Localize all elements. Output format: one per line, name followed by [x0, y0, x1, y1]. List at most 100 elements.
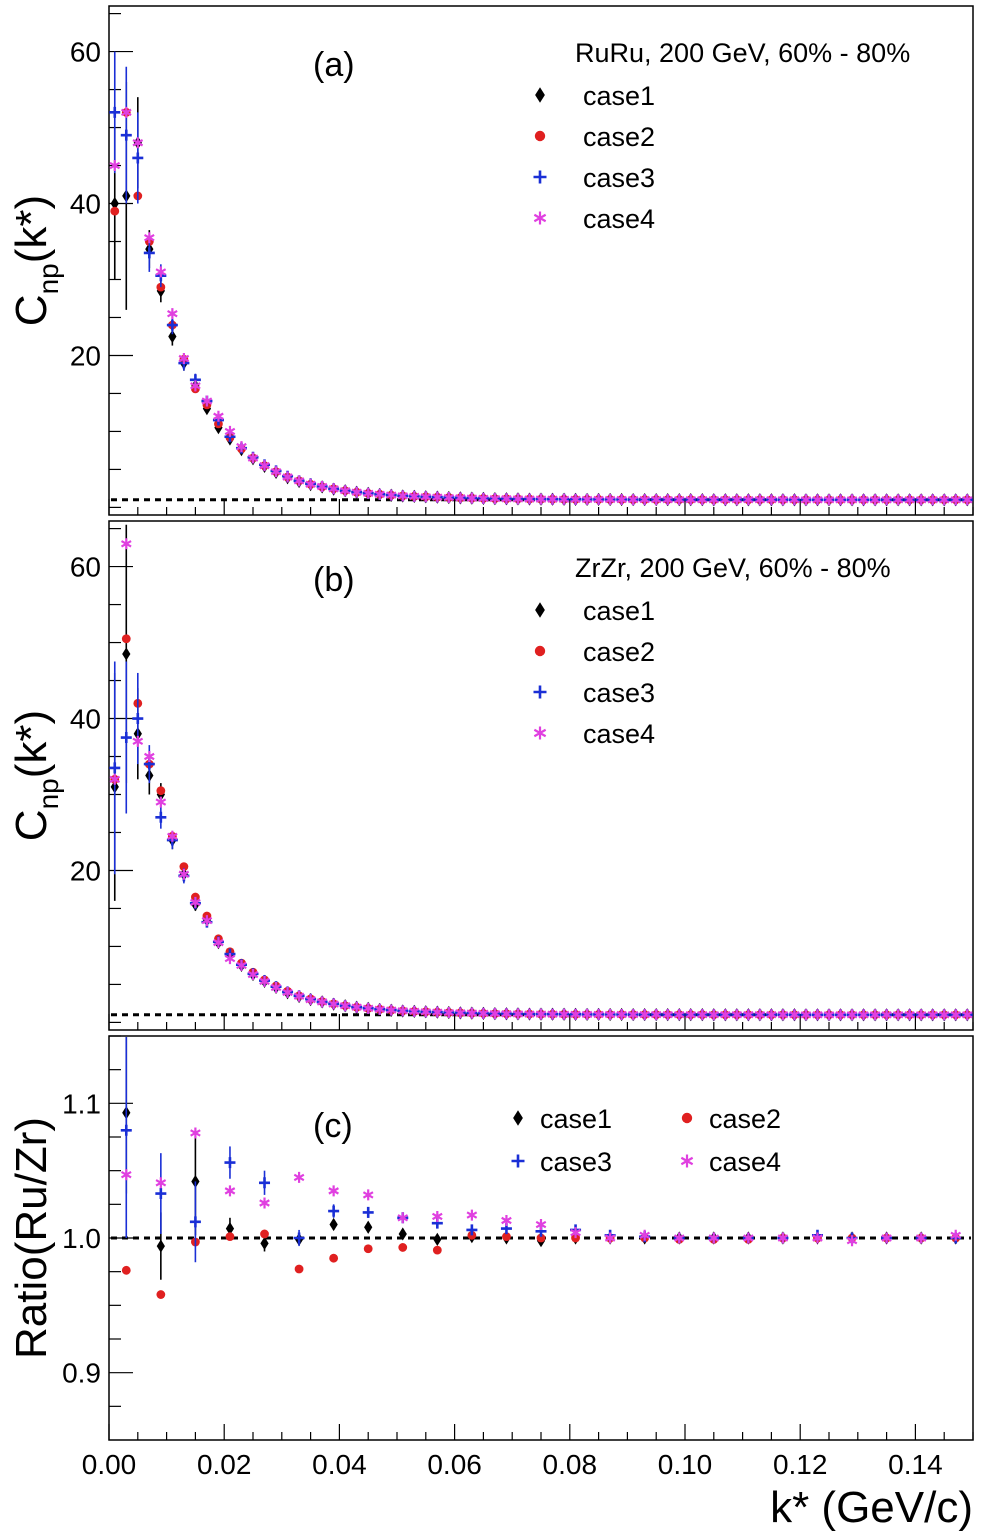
marker-star: [662, 1009, 674, 1021]
marker-star: [305, 994, 316, 1006]
marker-star: [708, 1009, 720, 1021]
legend-entry-case1: case1: [535, 596, 655, 626]
marker-star: [270, 981, 282, 993]
plot-frame: [108, 5, 974, 516]
y-tick-label: 60: [70, 552, 101, 583]
marker-diamond: [398, 1227, 407, 1241]
marker-star: [777, 1232, 789, 1244]
marker-star: [950, 1009, 962, 1021]
marker-circle: [260, 1229, 269, 1239]
marker-star: [570, 1227, 581, 1239]
marker-star: [685, 494, 697, 506]
marker-star: [570, 1008, 581, 1020]
marker-star: [892, 494, 904, 506]
plot-frame: [108, 520, 974, 1031]
marker-star: [420, 491, 432, 503]
legend-label: case3: [583, 163, 655, 193]
marker-star: [812, 1009, 823, 1021]
y-axis-title-sub: np: [33, 778, 64, 809]
y-axis-title: Cnp(k*): [7, 195, 64, 326]
marker-star: [731, 1009, 743, 1021]
marker-star: [869, 494, 881, 506]
marker-star: [685, 1009, 697, 1021]
marker-star: [455, 492, 466, 504]
marker-star: [662, 494, 674, 506]
y-tick-label: 60: [70, 37, 101, 68]
marker-star: [639, 1009, 651, 1021]
marker-star: [904, 1009, 915, 1021]
marker-star: [213, 937, 224, 949]
marker-cross: [143, 247, 155, 259]
marker-star: [489, 493, 501, 505]
marker-star: [673, 1009, 685, 1021]
marker-diamond: [156, 1239, 165, 1253]
legend-label: case1: [583, 81, 655, 111]
series-case2: [121, 1229, 961, 1299]
marker-diamond: [513, 1110, 523, 1126]
marker-star: [581, 493, 593, 505]
marker-star: [558, 1008, 570, 1020]
marker-star: [961, 494, 973, 506]
marker-star: [420, 1006, 432, 1018]
marker-cross: [132, 152, 144, 164]
marker-star: [881, 494, 892, 506]
marker-star: [201, 395, 213, 407]
marker-star: [915, 1009, 927, 1021]
marker-circle: [536, 1233, 546, 1243]
marker-star: [328, 1185, 339, 1197]
marker-star: [224, 953, 236, 965]
marker-star: [823, 494, 835, 506]
marker-star: [213, 410, 224, 422]
marker-star: [109, 160, 121, 172]
marker-star: [132, 735, 144, 747]
marker-cross: [362, 1206, 374, 1218]
marker-star: [800, 494, 812, 506]
marker-star: [512, 1008, 524, 1020]
marker-diamond: [433, 1232, 442, 1246]
marker-star: [627, 494, 639, 506]
marker-cross: [189, 1216, 201, 1228]
legend-label: case4: [583, 204, 655, 234]
marker-star: [881, 1009, 892, 1021]
marker-star: [443, 492, 455, 504]
panel-a: 20 40 60 (a) RuRu, 200 GeV, 60% - 80% case1 ca…: [7, 5, 974, 516]
panel-tag: (c): [313, 1107, 353, 1145]
marker-star: [501, 493, 512, 505]
marker-star: [167, 830, 178, 842]
marker-star: [293, 475, 305, 487]
marker-circle: [179, 862, 189, 872]
marker-star: [143, 751, 155, 763]
panel-b: 20 40 60 (b) ZrZr, 200 GeV, 60% - 80% case1 ca…: [7, 520, 974, 1031]
x-tick-label: 0.00: [82, 1449, 137, 1480]
legend-label: case4: [583, 719, 655, 749]
marker-star: [236, 959, 247, 971]
series-case4: [120, 1127, 962, 1247]
marker-star: [293, 1171, 305, 1183]
marker-star: [316, 481, 328, 493]
marker-star: [351, 1001, 363, 1013]
marker-star: [570, 493, 581, 505]
legend-header: ZrZr, 200 GeV, 60% - 80%: [575, 553, 891, 583]
y-tick-label: 0.9: [62, 1358, 101, 1389]
marker-star: [639, 494, 651, 506]
marker-star: [328, 998, 339, 1010]
marker-star: [639, 1229, 651, 1241]
marker-star: [339, 1000, 351, 1012]
marker-star: [858, 494, 869, 506]
marker-star: [950, 494, 962, 506]
marker-star: [224, 1185, 236, 1197]
marker-star: [927, 1009, 939, 1021]
marker-star: [120, 538, 132, 550]
marker-star: [680, 1154, 694, 1168]
marker-circle: [225, 1232, 235, 1242]
marker-star: [455, 1007, 466, 1019]
marker-star: [155, 266, 167, 278]
marker-star: [201, 915, 213, 927]
marker-star: [190, 380, 201, 392]
marker-star: [533, 211, 547, 225]
x-tick-label: 0.14: [888, 1449, 943, 1480]
marker-star: [316, 996, 328, 1008]
legend-entry-case2: case2: [534, 122, 655, 152]
marker-star: [293, 990, 305, 1002]
marker-star: [535, 1219, 547, 1231]
